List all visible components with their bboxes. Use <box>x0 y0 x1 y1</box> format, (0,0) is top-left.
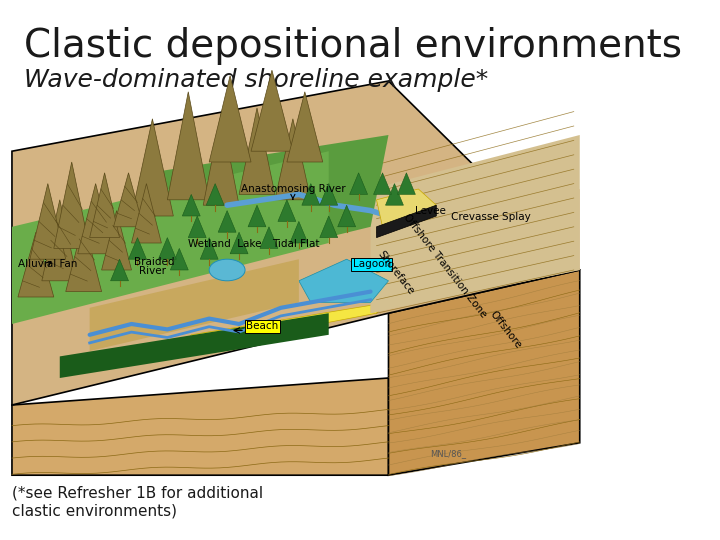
Polygon shape <box>338 205 356 227</box>
Text: Beach: Beach <box>246 321 279 332</box>
Text: Shoreface: Shoreface <box>376 249 415 296</box>
Text: Clastic depositional environments: Clastic depositional environments <box>24 27 682 65</box>
Polygon shape <box>66 221 102 292</box>
Polygon shape <box>210 76 251 162</box>
Polygon shape <box>350 173 368 194</box>
Polygon shape <box>377 189 436 227</box>
Polygon shape <box>275 119 311 200</box>
Text: Levee: Levee <box>415 206 446 217</box>
Polygon shape <box>248 205 266 227</box>
Text: Alluvial Fan: Alluvial Fan <box>18 259 77 269</box>
Polygon shape <box>290 221 308 243</box>
Text: Anastomosing River: Anastomosing River <box>240 184 345 199</box>
Polygon shape <box>218 211 236 232</box>
Polygon shape <box>54 162 90 248</box>
Polygon shape <box>171 248 188 270</box>
Polygon shape <box>158 238 176 259</box>
Polygon shape <box>182 194 200 216</box>
Polygon shape <box>167 92 210 200</box>
Polygon shape <box>90 259 299 351</box>
Polygon shape <box>12 151 329 324</box>
Text: Wave-dominated shoreline example*: Wave-dominated shoreline example* <box>24 68 488 91</box>
Text: Wetland  Lake: Wetland Lake <box>188 239 262 249</box>
Text: River: River <box>139 266 166 276</box>
Polygon shape <box>230 232 248 254</box>
Text: Tidal Flat: Tidal Flat <box>272 239 320 249</box>
Polygon shape <box>320 184 338 205</box>
Text: Braided: Braided <box>135 256 175 267</box>
Polygon shape <box>128 238 146 259</box>
Polygon shape <box>397 173 415 194</box>
Polygon shape <box>111 259 128 281</box>
Polygon shape <box>206 184 224 205</box>
Polygon shape <box>385 184 403 205</box>
Text: Offshore: Offshore <box>487 309 523 350</box>
Polygon shape <box>150 135 389 281</box>
Polygon shape <box>90 173 120 238</box>
Polygon shape <box>114 173 143 227</box>
Polygon shape <box>389 270 580 475</box>
Polygon shape <box>287 92 323 162</box>
Polygon shape <box>42 200 78 281</box>
Text: Lagoon: Lagoon <box>353 259 391 269</box>
Polygon shape <box>371 135 580 313</box>
Text: MNL/86_: MNL/86_ <box>431 449 467 458</box>
Polygon shape <box>30 184 66 259</box>
Polygon shape <box>12 81 580 405</box>
Polygon shape <box>377 205 436 238</box>
Polygon shape <box>239 108 275 194</box>
Polygon shape <box>278 200 296 221</box>
Polygon shape <box>102 211 132 270</box>
Polygon shape <box>302 184 320 205</box>
Text: Crevasse Splay: Crevasse Splay <box>451 212 531 222</box>
Text: (*see Refresher 1B for additional
clastic environments): (*see Refresher 1B for additional clasti… <box>12 486 263 518</box>
Polygon shape <box>188 216 206 238</box>
Polygon shape <box>320 216 338 238</box>
Polygon shape <box>132 119 174 216</box>
Polygon shape <box>78 184 114 254</box>
Polygon shape <box>200 238 218 259</box>
Polygon shape <box>371 189 580 313</box>
Polygon shape <box>18 232 54 297</box>
Polygon shape <box>179 302 389 351</box>
Polygon shape <box>12 378 389 475</box>
Ellipse shape <box>210 259 245 281</box>
Polygon shape <box>374 173 392 194</box>
Polygon shape <box>260 227 278 248</box>
Text: Offshore Transition Zone: Offshore Transition Zone <box>402 212 489 320</box>
Polygon shape <box>60 313 329 378</box>
Polygon shape <box>203 113 239 205</box>
Polygon shape <box>299 259 389 302</box>
Polygon shape <box>251 70 293 151</box>
Polygon shape <box>132 184 161 243</box>
